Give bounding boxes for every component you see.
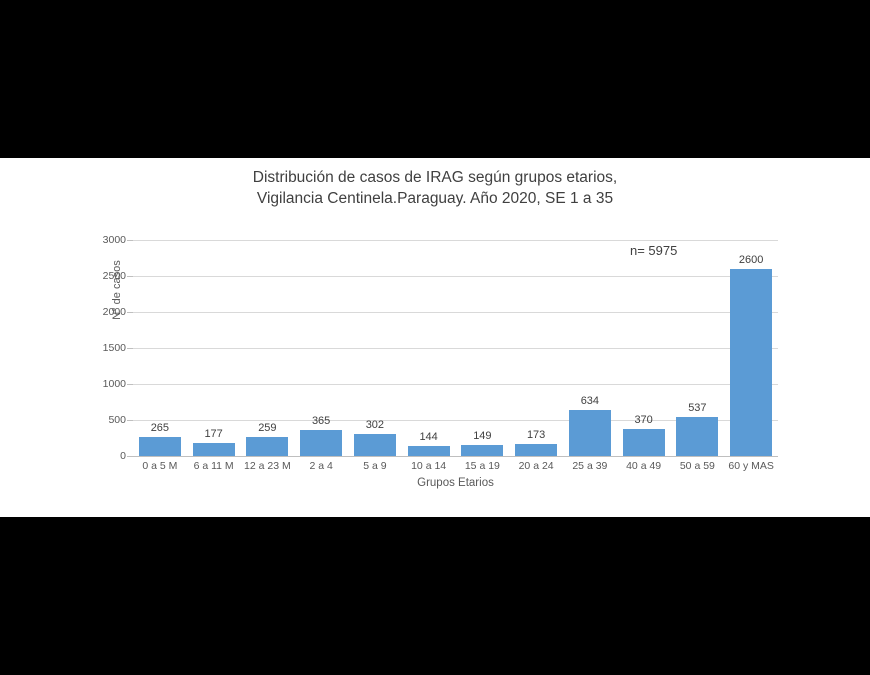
bar [730,268,773,456]
y-tick-label: 1500 [102,342,126,354]
x-tick-label: 12 a 23 M [244,460,291,472]
y-tick-label: 2000 [102,306,126,318]
x-tick-label: 50 a 59 [679,460,715,472]
y-tick-label: 3000 [102,234,126,246]
y-axis-tick [127,240,133,241]
chart-title: Distribución de casos de IRAG según grup… [0,167,870,209]
gridline [133,420,778,421]
bar-value-label: 177 [204,428,223,441]
bar-value-label: 144 [419,430,438,443]
x-tick-label: 25 a 39 [572,460,608,472]
x-tick-label: 20 a 24 [518,460,554,472]
bar-value-label: 149 [473,430,492,443]
y-axis-tick [127,276,133,277]
gridline [133,312,778,313]
x-tick-label: 5 a 9 [363,460,387,472]
bar [461,445,504,456]
bar [300,429,343,456]
n-total-annotation: n= 5975 [630,243,678,258]
gridline [133,384,778,385]
bar-value-label: 302 [365,419,385,432]
y-axis-tick [127,348,133,349]
y-tick-label: 0 [120,450,126,462]
bar [246,437,289,456]
x-axis-title: Grupos Etarios [417,477,494,489]
y-tick-label: 500 [108,414,126,426]
bar [138,436,181,456]
bar [353,434,396,456]
bar-value-label: 173 [526,428,546,441]
bar [515,443,558,456]
bar-value-label: 2600 [738,253,764,266]
bar [192,443,235,456]
bar-value-label: 537 [688,402,707,415]
bar [568,410,611,456]
x-tick-label: 40 a 49 [626,460,662,472]
x-tick-label: 0 a 5 M [142,460,178,472]
slide-background: Distribución de casos de IRAG según grup… [0,158,870,517]
y-tick-label: 1000 [102,378,126,390]
chart-title-line-2: Vigilancia Centinela.Paraguay. Año 2020,… [256,190,614,207]
x-axis-line [133,456,778,457]
gridline [133,276,778,277]
x-tick-label: 60 y MAS [728,460,774,472]
y-tick-label: 2500 [102,270,126,282]
x-tick-label: 6 a 11 M [193,460,234,472]
x-tick-label: 15 a 19 [464,460,500,472]
y-axis-tick [127,456,133,457]
gridline [133,240,778,241]
gridline [133,348,778,349]
bar-value-label: 365 [311,414,331,427]
chart-title-line-1: Distribución de casos de IRAG según grup… [252,169,618,186]
bar [676,417,719,456]
bar [622,429,665,456]
y-axis-tick [127,420,133,421]
y-axis-title: N° de casos [111,260,123,320]
bar-value-label: 370 [634,414,653,427]
bar-value-label: 265 [150,421,170,434]
y-axis-tick [127,384,133,385]
x-tick-label: 2 a 4 [309,460,333,472]
bar-value-label: 634 [580,395,600,408]
x-tick-label: 10 a 14 [411,460,447,472]
bar-value-label: 259 [258,422,277,435]
y-axis-tick [127,312,133,313]
bar [407,445,450,456]
